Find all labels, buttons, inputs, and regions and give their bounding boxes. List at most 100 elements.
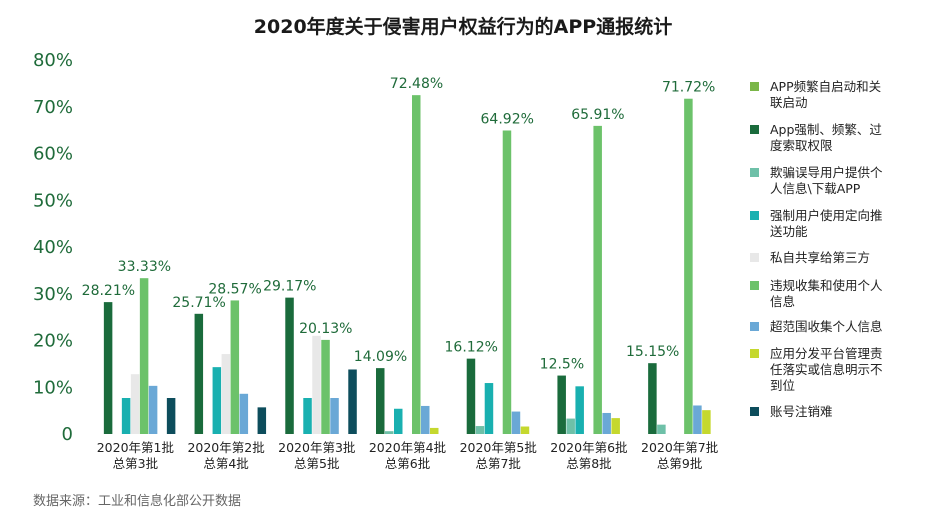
bar	[502, 130, 512, 434]
data-labels: 28.21% 33.33% 25.71%28.57% 29.17% 20.13%14.0…	[82, 76, 716, 372]
bar	[348, 369, 357, 434]
legend-item: 欺骗误导用户提供个人信息\下载APP	[750, 165, 883, 196]
x-tick-label: 2020年第2批总第4批	[187, 440, 264, 471]
bar	[303, 398, 312, 434]
y-tick-label: 60%	[33, 144, 73, 165]
legend-swatch	[750, 253, 759, 262]
bar	[394, 408, 403, 434]
bar	[657, 424, 666, 434]
bar	[285, 297, 294, 434]
bar	[230, 300, 240, 434]
x-tick-label: 2020年第6批总第8批	[550, 440, 627, 471]
bar	[693, 405, 702, 434]
data-label: 20.13%	[299, 321, 352, 337]
bar	[321, 339, 330, 434]
y-tick-label: 0	[62, 424, 73, 445]
chart-title: 2020年度关于侵害用户权益行为的APP通报统计	[254, 15, 672, 38]
bars	[103, 95, 711, 435]
legend-swatch	[750, 281, 759, 290]
legend-item: 违规收集和使用个人信息	[750, 278, 883, 309]
bar	[239, 393, 249, 434]
y-axis: 0 10% 20% 30% 40% 50% 60% 70% 80%	[33, 50, 73, 445]
data-label: 14.09%	[354, 349, 407, 365]
legend-label: 欺骗误导用户提供个人信息\下载APP	[770, 165, 883, 196]
bar	[130, 374, 140, 434]
legend-item: 私自共享给第三方	[750, 250, 870, 265]
y-tick-label: 20%	[33, 331, 73, 352]
bar	[593, 125, 602, 434]
legend: APP频繁自启动和关联启动 App强制、频繁、过度索取权限欺骗误导用户提供个人信息…	[750, 79, 883, 419]
data-label: 29.17%	[263, 279, 316, 295]
legend-item: 强制用户使用定向推送功能	[750, 208, 883, 239]
bar	[684, 98, 693, 435]
legend-label: 超范围收集个人信息	[770, 319, 883, 334]
data-label: 33.33%	[118, 259, 171, 275]
y-tick-label: 30%	[33, 284, 73, 305]
y-tick-label: 70%	[33, 97, 73, 118]
bar	[575, 386, 584, 434]
bar	[212, 367, 222, 434]
legend-swatch	[750, 125, 759, 134]
legend-item: 应用分发平台管理责任落实或信息明示不到位	[750, 346, 883, 393]
y-tick-label: 10%	[33, 377, 73, 398]
bar	[520, 426, 530, 434]
data-label: 28.57%	[208, 281, 261, 297]
data-label: 12.5%	[540, 357, 584, 373]
bar	[611, 418, 620, 434]
legend-swatch	[750, 349, 759, 358]
data-label: 71.72%	[662, 80, 715, 96]
bar	[385, 431, 394, 434]
legend-swatch	[750, 407, 759, 416]
bar	[194, 313, 204, 434]
legend-swatch	[750, 211, 759, 220]
y-tick-label: 40%	[33, 237, 73, 258]
x-tick-label: 2020年第3批总第5批	[278, 440, 355, 471]
bar	[566, 418, 575, 434]
legend-item: App强制、频繁、过度索取权限	[750, 122, 882, 153]
bar	[602, 412, 611, 434]
bar	[312, 335, 321, 434]
bar	[511, 411, 521, 434]
bar	[121, 398, 131, 434]
legend-swatch	[750, 82, 759, 91]
bar	[430, 427, 439, 434]
data-label: 16.12%	[445, 340, 498, 356]
bar	[702, 410, 711, 434]
x-tick-label: 2020年第5批总第7批	[460, 440, 537, 471]
bar	[166, 398, 176, 434]
x-axis: 2020年第1批总第3批 2020年第2批总第4批 2020年第3批总第5批 2020…	[97, 440, 719, 471]
bar	[139, 278, 149, 434]
bar	[466, 358, 476, 434]
legend-label: 私自共享给第三方	[770, 250, 870, 265]
bar	[484, 383, 494, 434]
legend-label: 账号注销难	[770, 404, 833, 419]
bar	[648, 363, 657, 434]
bar	[148, 385, 158, 434]
bar	[421, 405, 430, 434]
data-label: 65.91%	[571, 107, 624, 123]
legend-label: 应用分发平台管理责任落实或信息明示不到位	[770, 346, 883, 393]
bar	[330, 398, 339, 434]
source-note: 数据来源：工业和信息化部公开数据	[33, 493, 241, 509]
y-tick-label: 50%	[33, 190, 73, 211]
bar	[412, 95, 421, 434]
data-label: 25.71%	[172, 295, 225, 311]
data-label: 15.15%	[626, 344, 679, 360]
legend-swatch	[750, 168, 759, 177]
bar	[376, 368, 385, 434]
legend-label: 违规收集和使用个人信息	[770, 278, 883, 309]
bar	[221, 354, 231, 434]
legend-item: 账号注销难	[750, 404, 833, 419]
bar	[475, 426, 485, 434]
legend-label: APP频繁自启动和关联启动	[770, 79, 881, 110]
data-label: 28.21%	[82, 283, 135, 299]
y-tick-label: 80%	[33, 50, 73, 71]
legend-item: 超范围收集个人信息	[750, 319, 883, 334]
x-tick-label: 2020年第4批总第6批	[369, 440, 446, 471]
data-label: 72.48%	[390, 76, 443, 92]
bar	[103, 302, 113, 434]
legend-swatch	[750, 322, 759, 331]
legend-label: App强制、频繁、过度索取权限	[770, 122, 882, 153]
x-tick-label: 2020年第1批总第3批	[97, 440, 174, 471]
